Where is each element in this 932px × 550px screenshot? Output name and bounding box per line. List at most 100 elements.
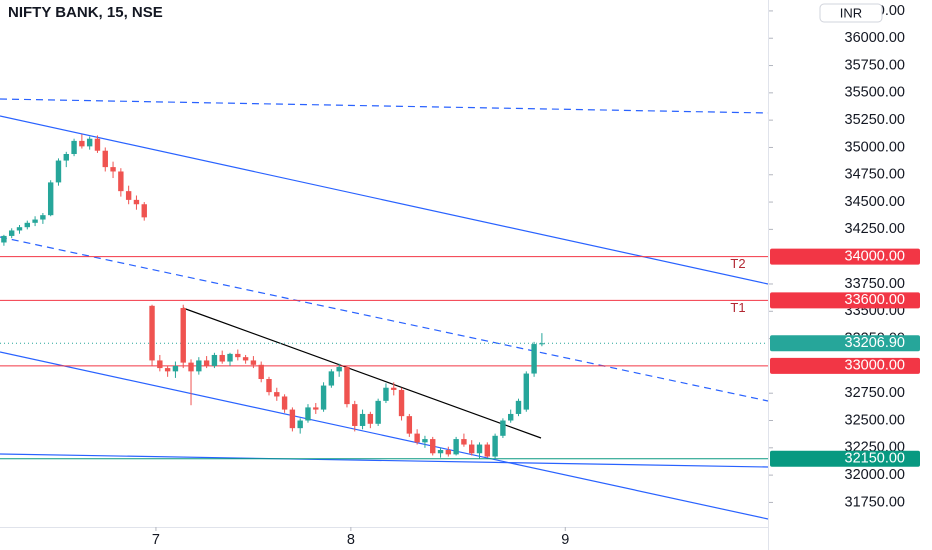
candle-body [180,308,186,363]
candle-body [344,366,350,405]
price-badge [770,248,920,265]
candle-body [149,305,155,361]
x-tick-label: 8 [347,532,355,548]
candle-body [1,235,7,243]
candle-body [476,444,483,454]
candle-body [235,353,241,358]
y-tick-label: 32000.00 [845,467,905,483]
candle-body [196,360,202,372]
price-badge-label: 34000.00 [845,249,905,265]
candle-body [281,396,288,410]
price-badge [770,450,920,467]
y-tick-label: 33750.00 [845,276,905,292]
x-tick-label: 7 [152,532,160,548]
y-tick-label: 34250.00 [845,221,905,237]
y-tick-label: 31750.00 [845,494,905,510]
y-tick-label: 36000.00 [845,30,905,46]
candle-body [16,227,23,231]
candle-body [227,353,233,362]
candle-body [422,439,428,443]
candle-body [414,433,420,443]
level-annotation: T2 [730,256,745,271]
candle-body [305,407,311,421]
candle-body [71,140,77,155]
candle-body [445,449,452,455]
candle-body [391,387,397,390]
candle-body [266,379,272,393]
candle-body [508,413,514,421]
trend-line [0,453,769,468]
trend-line [182,307,542,439]
candle-body [437,449,444,454]
candle-body [430,439,436,454]
candle-body [531,344,537,374]
candle-body [250,360,257,365]
candle-body [63,154,69,161]
candle-body [125,191,132,200]
candle-body [102,150,108,168]
candle-body [133,199,140,205]
y-tick-label: 35000.00 [845,139,905,155]
price-badge-label: 33206.90 [845,335,905,351]
candle-body [313,407,319,410]
candle-body [328,371,335,386]
candle-body [110,167,116,172]
candle-body [289,409,296,429]
y-tick-label: 34750.00 [845,167,905,183]
candle-body [398,389,405,417]
candle-body [297,420,303,429]
y-tick-label: 35500.00 [845,85,905,101]
price-badge [770,335,920,352]
candle-body [172,365,179,372]
currency-label: INR [840,5,862,20]
candle-body [367,413,374,424]
x-tick-label: 9 [561,532,569,548]
candle-body [500,420,506,436]
candle-body [383,387,389,401]
candle-body [492,435,498,457]
candle-body [8,230,15,236]
candle-body [320,385,327,410]
y-tick-label: 35250.00 [845,112,905,128]
candle-body [515,400,522,414]
candle-body [203,360,210,366]
candle-body [47,182,54,216]
level-annotation: T1 [730,300,745,315]
y-tick-label: 32750.00 [845,385,905,401]
price-badge [770,292,920,309]
candle-body [79,140,85,147]
y-tick-label: 32500.00 [845,412,905,428]
candle-body [55,160,62,183]
candle-body [359,413,366,426]
trend-line [0,236,769,402]
price-badge-label: 33000.00 [845,358,905,374]
candle-body [258,364,264,380]
candle-body [274,392,280,397]
candle-body [188,362,194,372]
candle-body [118,171,124,192]
price-badge [770,357,920,374]
y-tick-label: 35750.00 [845,57,905,73]
candle-body [539,343,545,345]
trend-line [0,98,769,114]
chart-title: NIFTY BANK, 15, NSE [8,4,163,21]
price-badge-label: 33600.00 [845,292,905,308]
y-tick-label: 34500.00 [845,194,905,210]
currency-button[interactable] [819,3,883,23]
trend-line [0,351,769,520]
candle-body [352,404,358,426]
candle-body [24,222,30,228]
candle-body [336,366,342,372]
candle-body [40,215,46,220]
candle-body [141,204,147,218]
candle-body [375,400,381,424]
candle-body [242,357,249,361]
candle-body [211,354,218,366]
candle-body [406,416,413,434]
drawings [0,98,769,520]
candle-body [86,138,93,147]
candle-body [523,373,529,410]
candle-body [94,138,101,151]
